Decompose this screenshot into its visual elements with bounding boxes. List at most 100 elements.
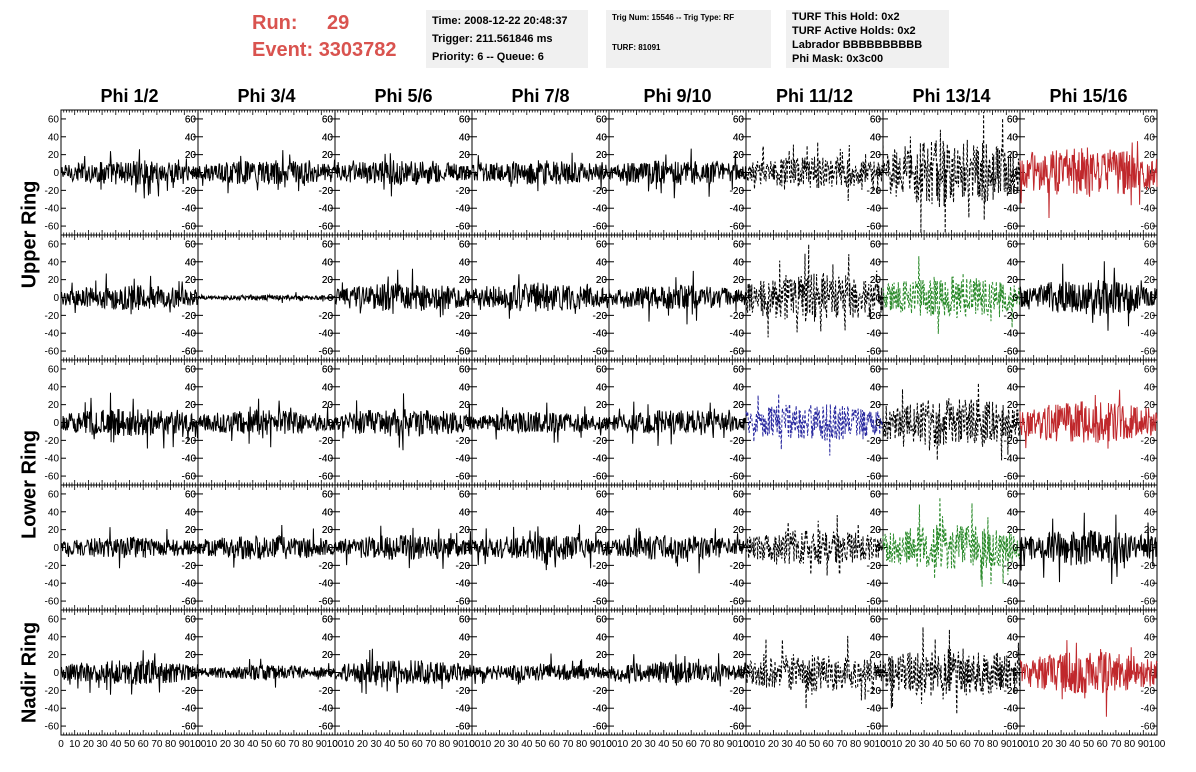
y-tick-label-right: 40 <box>322 132 334 143</box>
y-tick-label-right: -20 <box>1141 311 1156 322</box>
y-tick-label-left: -20 <box>593 311 608 322</box>
y-tick-label-left: 40 <box>870 382 882 393</box>
y-tick-label-left: 20 <box>459 400 471 411</box>
y-tick-label-right: -60 <box>593 472 608 483</box>
y-tick-label-right: -40 <box>1004 329 1019 340</box>
y-tick-label-right: -40 <box>867 329 882 340</box>
y-tick-label-left: -60 <box>319 597 334 608</box>
y-tick-label-left: 20 <box>1007 275 1019 286</box>
y-tick-label-right: -20 <box>593 311 608 322</box>
y-tick-label-right: 0 <box>464 168 470 179</box>
waveform-trace <box>608 401 747 446</box>
waveform-trace <box>471 152 610 192</box>
y-tick-label-left: 60 <box>322 114 334 125</box>
x-tick-label: 90 <box>179 739 191 750</box>
y-tick-label-right: -40 <box>730 579 745 590</box>
y-tick-label-right: 20 <box>596 400 608 411</box>
y-tick-label-right: -40 <box>319 329 334 340</box>
waveform-trace <box>334 525 473 569</box>
y-tick-label-left: 20 <box>322 650 334 661</box>
waveform-trace <box>882 256 1021 334</box>
x-tick-label: 10 <box>69 739 81 750</box>
y-tick-label-right: 60 <box>596 114 608 125</box>
y-tick-label-right: 20 <box>733 275 745 286</box>
y-tick-label-left: -20 <box>867 561 882 572</box>
y-tick-label-right: 40 <box>870 382 882 393</box>
y-tick-label-right: 60 <box>185 489 197 500</box>
y-tick-label-right: -60 <box>1004 222 1019 233</box>
waveform-trace <box>471 274 610 319</box>
y-tick-label-left: 60 <box>48 614 60 625</box>
y-tick-label-right: -60 <box>182 222 197 233</box>
y-tick-label-right: -60 <box>1141 347 1156 358</box>
x-tick-label: 0 <box>606 739 612 750</box>
y-tick-label-left: -20 <box>45 686 60 697</box>
y-tick-label-right: -20 <box>1004 311 1019 322</box>
x-tick-label: 50 <box>535 739 547 750</box>
y-tick-label-left: 20 <box>596 650 608 661</box>
y-tick-label-left: -20 <box>319 686 334 697</box>
y-tick-label-left: 20 <box>459 150 471 161</box>
y-tick-label-right: 60 <box>1144 364 1156 375</box>
y-tick-label-left: -20 <box>182 311 197 322</box>
y-tick-label-left: 20 <box>185 650 197 661</box>
y-tick-label-right: 60 <box>870 489 882 500</box>
y-tick-label-right: 40 <box>733 257 745 268</box>
x-tick-label: 0 <box>195 739 201 750</box>
run-value: 29 <box>327 12 350 34</box>
y-tick-label-right: -40 <box>1004 204 1019 215</box>
y-tick-label-right: -20 <box>730 436 745 447</box>
y-tick-label-left: 20 <box>733 275 745 286</box>
y-tick-label-left: 0 <box>464 418 470 429</box>
y-tick-label-right: 20 <box>1007 275 1019 286</box>
x-tick-label: 30 <box>371 739 383 750</box>
column-header: Phi 9/10 <box>643 86 712 106</box>
y-tick-label-left: 60 <box>459 614 471 625</box>
waveform-trace <box>745 244 884 338</box>
y-tick-label-left: -60 <box>730 597 745 608</box>
y-tick-label-right: 40 <box>870 132 882 143</box>
y-tick-label-left: 0 <box>327 418 333 429</box>
y-tick-label-right: 40 <box>733 132 745 143</box>
y-tick-label-left: 0 <box>53 418 59 429</box>
y-tick-label-left: 40 <box>733 507 745 518</box>
y-tick-label-right: 20 <box>733 650 745 661</box>
y-tick-label-right: 60 <box>185 614 197 625</box>
y-tick-label-right: -60 <box>593 347 608 358</box>
y-tick-label-right: 60 <box>185 364 197 375</box>
y-tick-label-right: 60 <box>870 239 882 250</box>
x-tick-label: 100 <box>601 739 618 750</box>
x-tick-label: 60 <box>275 739 287 750</box>
x-tick-label: 10 <box>617 739 629 750</box>
y-tick-label-left: 60 <box>596 239 608 250</box>
y-tick-label-left: -40 <box>867 579 882 590</box>
y-tick-label-left: 20 <box>459 525 471 536</box>
x-tick-label: 40 <box>521 739 533 750</box>
y-tick-label-right: -60 <box>730 472 745 483</box>
y-tick-label-right: -40 <box>1004 579 1019 590</box>
column-header: Phi 15/16 <box>1049 86 1128 106</box>
y-tick-label-left: -40 <box>182 204 197 215</box>
y-tick-label-right: 40 <box>596 632 608 643</box>
y-tick-label-left: -60 <box>456 472 471 483</box>
y-tick-label-left: 20 <box>596 275 608 286</box>
y-tick-label-right: 40 <box>459 632 471 643</box>
y-tick-label-left: 20 <box>459 275 471 286</box>
y-tick-label-left: -20 <box>319 436 334 447</box>
y-tick-label-left: 20 <box>870 525 882 536</box>
y-tick-label-right: -40 <box>319 204 334 215</box>
x-tick-label: 0 <box>469 739 475 750</box>
y-tick-label-left: 40 <box>733 132 745 143</box>
y-tick-label-left: 0 <box>53 543 59 554</box>
